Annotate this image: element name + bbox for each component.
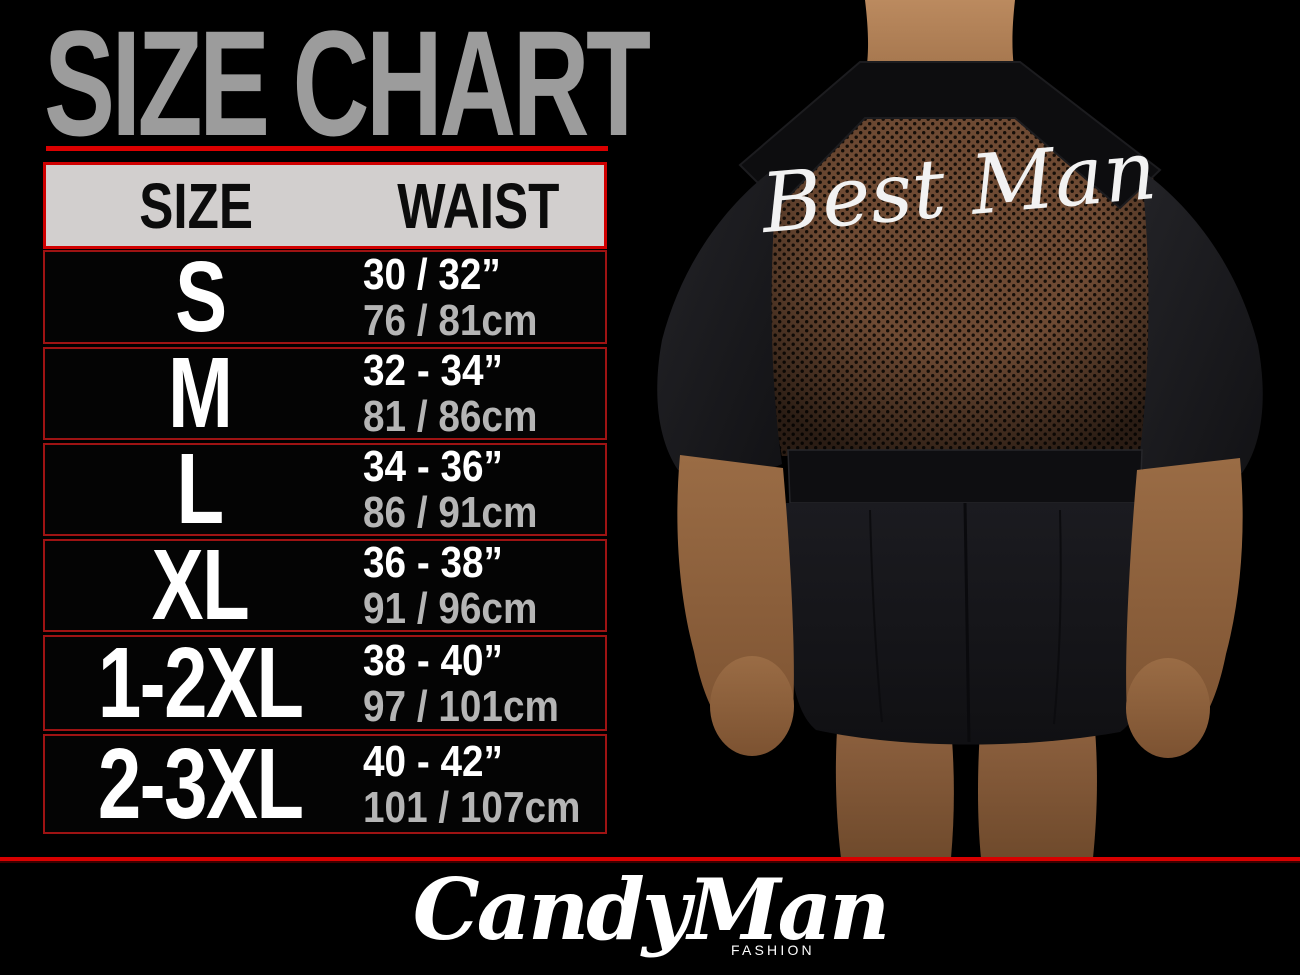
model-hand-left xyxy=(710,656,794,756)
table-header-row: SIZE WAIST xyxy=(43,162,607,249)
model-leg-left xyxy=(835,716,954,858)
skirt-center-seam xyxy=(963,502,971,743)
table-row: 1-2XL 38 - 40” 97 / 101cm xyxy=(43,626,607,739)
waist-centimeters: 97 / 101cm xyxy=(363,681,559,731)
robe-sleeve-right xyxy=(1138,175,1263,481)
brand-logo: CandyMan xyxy=(412,860,890,959)
waist-inches: 32 - 34” xyxy=(363,346,503,395)
robe-collar xyxy=(738,61,1162,210)
column-header-size: SIZE xyxy=(139,169,253,242)
size-label: M xyxy=(168,337,233,449)
waist-centimeters: 91 / 96cm xyxy=(363,584,538,633)
waist-values: 30 / 32” 76 / 81cm xyxy=(363,249,599,345)
skirt-folds xyxy=(869,509,1062,725)
table-row: M 32 - 34” 81 / 86cm xyxy=(43,337,607,449)
waist-inches: 30 / 32” xyxy=(363,249,501,299)
table-row: 2-3XL 40 - 42” 101 / 107cm xyxy=(43,727,607,840)
table-row: L 34 - 36” 86 / 91cm xyxy=(43,433,607,545)
title-underline xyxy=(46,146,608,151)
size-label: S xyxy=(174,240,227,353)
page-title-text: SIZE CHART xyxy=(44,0,651,167)
page-title: SIZE CHART xyxy=(44,8,894,158)
waist-values: 40 - 42” 101 / 107cm xyxy=(363,736,599,832)
mesh-shading xyxy=(765,106,1160,456)
brand-footer: CandyMan FASHION xyxy=(0,862,1300,975)
waist-centimeters: 101 / 107cm xyxy=(363,782,581,832)
size-label: XL xyxy=(151,529,250,641)
waist-inches: 36 - 38” xyxy=(363,538,503,587)
model-leg-right xyxy=(978,716,1097,858)
robe-belt xyxy=(787,449,1143,504)
waist-inches: 34 - 36” xyxy=(363,442,503,491)
robe-sleeve-left xyxy=(657,170,782,478)
bottom-red-divider xyxy=(0,857,1300,861)
waist-centimeters: 86 / 91cm xyxy=(363,488,538,537)
column-header-waist: WAIST xyxy=(396,169,560,242)
waist-values: 32 - 34” 81 / 86cm xyxy=(363,346,599,441)
robe-illustration: Best Man xyxy=(657,0,1263,858)
size-label: 2-3XL xyxy=(97,727,304,840)
table-row: XL 36 - 38” 91 / 96cm xyxy=(43,529,607,641)
waist-values: 36 - 38” 91 / 96cm xyxy=(363,538,599,633)
size-label: L xyxy=(176,433,225,545)
waist-inches: 38 - 40” xyxy=(363,635,503,685)
product-photo-model-back: Best Man xyxy=(620,0,1300,858)
waist-inches: 40 - 42” xyxy=(363,736,503,786)
model-hand-right xyxy=(1126,658,1210,758)
waist-centimeters: 76 / 81cm xyxy=(363,295,538,345)
table-row: S 30 / 32” 76 / 81cm xyxy=(43,240,607,353)
waist-values: 34 - 36” 86 / 91cm xyxy=(363,442,599,537)
waist-values: 38 - 40” 97 / 101cm xyxy=(363,637,599,729)
waist-centimeters: 81 / 86cm xyxy=(363,392,538,441)
size-label: 1-2XL xyxy=(97,626,304,739)
brand-sub-label: FASHION xyxy=(731,942,815,958)
